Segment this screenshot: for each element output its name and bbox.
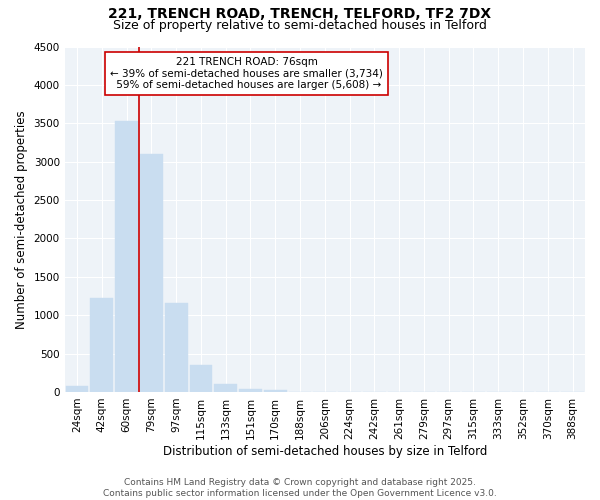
Bar (239, 388, 262, 392)
Text: Size of property relative to semi-detached houses in Telford: Size of property relative to semi-detach… (113, 18, 487, 32)
Bar (140, 154, 163, 392)
Bar (214, 384, 237, 392)
Bar (91, 298, 113, 392)
Bar (264, 390, 287, 392)
Text: 221, TRENCH ROAD, TRENCH, TELFORD, TF2 7DX: 221, TRENCH ROAD, TRENCH, TELFORD, TF2 7… (109, 8, 491, 22)
Text: Contains HM Land Registry data © Crown copyright and database right 2025.
Contai: Contains HM Land Registry data © Crown c… (103, 478, 497, 498)
Bar (190, 365, 212, 392)
Bar (115, 121, 138, 392)
Y-axis label: Number of semi-detached properties: Number of semi-detached properties (15, 110, 28, 328)
Bar (65, 386, 88, 392)
Text: 221 TRENCH ROAD: 76sqm
← 39% of semi-detached houses are smaller (3,734)
 59% of: 221 TRENCH ROAD: 76sqm ← 39% of semi-det… (110, 57, 383, 90)
Bar (165, 303, 188, 392)
X-axis label: Distribution of semi-detached houses by size in Telford: Distribution of semi-detached houses by … (163, 444, 487, 458)
